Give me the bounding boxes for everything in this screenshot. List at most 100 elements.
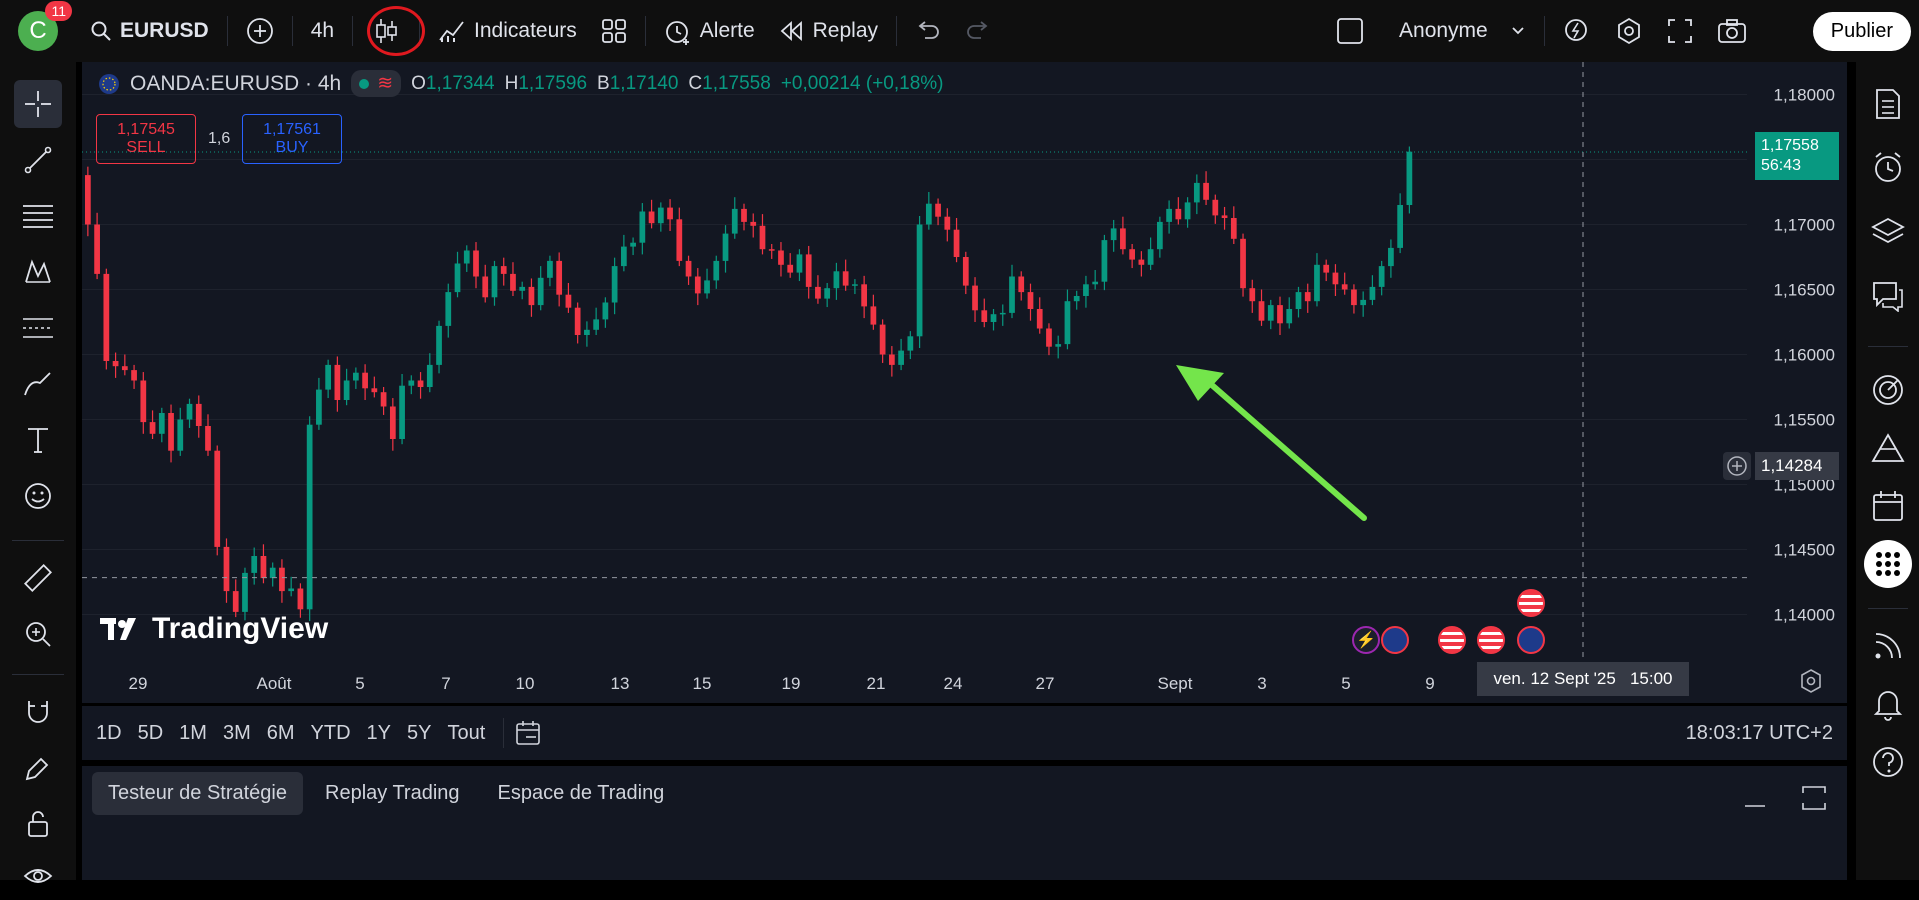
visibility-tool[interactable] bbox=[14, 852, 62, 900]
chart-settings-icon[interactable] bbox=[1798, 668, 1824, 694]
x-tick-label: 13 bbox=[611, 674, 630, 693]
tab-strategy-tester[interactable]: Testeur de Stratégie bbox=[92, 772, 303, 815]
maximize-icon[interactable] bbox=[1800, 784, 1828, 812]
candle bbox=[667, 199, 673, 231]
quick-search-button[interactable] bbox=[1551, 9, 1603, 53]
chats-button[interactable] bbox=[1864, 272, 1912, 320]
candle bbox=[223, 538, 230, 603]
magnet-tool[interactable] bbox=[14, 688, 62, 736]
us-event-icon[interactable] bbox=[1438, 626, 1466, 654]
y-tick-label: 1,15500 bbox=[1774, 411, 1835, 430]
products-button[interactable] bbox=[1864, 540, 1912, 588]
measure-tool[interactable] bbox=[14, 554, 62, 602]
candle bbox=[1277, 296, 1283, 335]
eu-event-icon[interactable] bbox=[1381, 626, 1409, 654]
range-button[interactable]: 5Y bbox=[407, 721, 432, 744]
ohlc-low: B1,17140 bbox=[597, 72, 679, 94]
interval-button[interactable]: 4h bbox=[299, 9, 346, 53]
candle-body bbox=[297, 588, 304, 610]
candle-body bbox=[1129, 249, 1136, 260]
symbol-title[interactable]: OANDA:EURUSD · 4h bbox=[130, 71, 342, 95]
trend-line-tool[interactable] bbox=[14, 136, 62, 184]
status-pill[interactable]: ≋ bbox=[351, 70, 402, 97]
candle-body bbox=[1304, 292, 1311, 302]
watchlist-button[interactable] bbox=[1864, 80, 1912, 128]
fib-tool[interactable] bbox=[14, 192, 62, 240]
crosshair-tool[interactable] bbox=[14, 80, 62, 128]
us-event-icon[interactable] bbox=[1517, 589, 1545, 617]
tab-trading-panel[interactable]: Espace de Trading bbox=[497, 782, 665, 804]
candle bbox=[1018, 271, 1025, 301]
candle-body bbox=[852, 284, 858, 286]
crosshair-add-button[interactable] bbox=[1723, 452, 1751, 480]
candle-body bbox=[1286, 309, 1293, 324]
screener-button[interactable] bbox=[1864, 366, 1912, 414]
candle-body bbox=[1027, 292, 1034, 309]
templates-button[interactable] bbox=[589, 9, 639, 53]
range-button[interactable]: 3M bbox=[222, 721, 251, 744]
replay-button[interactable]: Replay bbox=[767, 9, 890, 53]
buy-label: BUY bbox=[275, 139, 309, 156]
red-highlight-circle bbox=[367, 6, 425, 56]
minimize-icon[interactable] bbox=[1742, 786, 1768, 812]
lightning-event-icon[interactable]: ⚡ bbox=[1352, 626, 1380, 654]
projection-tool[interactable] bbox=[14, 304, 62, 352]
candle-body bbox=[1240, 238, 1246, 289]
candle bbox=[389, 398, 396, 451]
range-button[interactable]: Tout bbox=[447, 721, 486, 744]
eu-event-icon[interactable] bbox=[1517, 626, 1545, 654]
arrow-shaft bbox=[1202, 376, 1367, 521]
emoji-tool[interactable] bbox=[14, 472, 62, 520]
object-tree-button[interactable] bbox=[1864, 208, 1912, 256]
notifications-button[interactable] bbox=[1864, 680, 1912, 728]
alert-button[interactable]: Alerte bbox=[652, 9, 767, 53]
symbol-search[interactable]: EURUSD bbox=[78, 9, 221, 53]
buy-button[interactable]: 1,17561 BUY bbox=[242, 114, 342, 164]
us-event-icon[interactable] bbox=[1477, 626, 1505, 654]
snapshot-button[interactable] bbox=[1705, 9, 1759, 53]
publish-button[interactable]: Publier bbox=[1812, 11, 1911, 51]
smiley-icon bbox=[25, 483, 51, 509]
undo-button[interactable] bbox=[903, 9, 953, 53]
x-tick-label: 21 bbox=[867, 674, 886, 693]
compare-symbol-button[interactable] bbox=[234, 9, 286, 53]
range-button[interactable]: 1Y bbox=[366, 721, 392, 744]
x-tick-label: 10 bbox=[516, 674, 535, 693]
chart-pane[interactable]: 1,180001,175001,170001,165001,160001,155… bbox=[82, 62, 1847, 703]
ideas-button[interactable] bbox=[1864, 424, 1912, 472]
range-button[interactable]: YTD bbox=[310, 721, 351, 744]
pattern-tool[interactable] bbox=[14, 248, 62, 296]
bottom-panel: Testeur de Stratégie Replay Trading Espa… bbox=[82, 766, 1847, 880]
redo-button[interactable] bbox=[953, 9, 1003, 53]
range-button[interactable]: 1D bbox=[96, 721, 122, 744]
undo-icon bbox=[918, 21, 939, 39]
fullscreen-button[interactable] bbox=[1655, 9, 1705, 53]
calendar-range-icon[interactable] bbox=[514, 718, 544, 748]
range-button[interactable]: 6M bbox=[266, 721, 295, 744]
price-chart[interactable]: 1,180001,175001,170001,165001,160001,155… bbox=[82, 62, 1847, 703]
tab-replay-trading[interactable]: Replay Trading bbox=[325, 782, 460, 804]
calendar-button[interactable] bbox=[1864, 482, 1912, 530]
layout-selector[interactable]: Anonyme bbox=[1323, 9, 1538, 53]
settings-button[interactable] bbox=[1603, 9, 1655, 53]
range-button[interactable]: 1M bbox=[179, 721, 207, 744]
candle bbox=[1129, 244, 1136, 269]
lock-drawings-tool[interactable] bbox=[14, 744, 62, 792]
zoom-tool[interactable] bbox=[14, 610, 62, 658]
avatar-letter: C bbox=[29, 17, 47, 44]
alarm-clock-icon bbox=[1875, 152, 1901, 182]
text-tool[interactable] bbox=[14, 416, 62, 464]
candle-body bbox=[1221, 215, 1228, 218]
candle-body bbox=[999, 312, 1006, 315]
help-button[interactable] bbox=[1864, 738, 1912, 786]
indicators-button[interactable]: Indicateurs bbox=[426, 9, 589, 53]
user-avatar[interactable]: C 11 bbox=[18, 1, 72, 51]
clock-timezone[interactable]: 18:03:17 UTC+2 bbox=[1685, 721, 1833, 744]
range-button[interactable]: 5D bbox=[137, 721, 164, 744]
candle-body bbox=[482, 276, 489, 298]
brush-tool[interactable] bbox=[14, 360, 62, 408]
sell-button[interactable]: 1,17545 SELL bbox=[96, 114, 196, 164]
alerts-panel-button[interactable] bbox=[1864, 144, 1912, 192]
lock-tool[interactable] bbox=[14, 800, 62, 848]
stream-button[interactable] bbox=[1864, 622, 1912, 670]
